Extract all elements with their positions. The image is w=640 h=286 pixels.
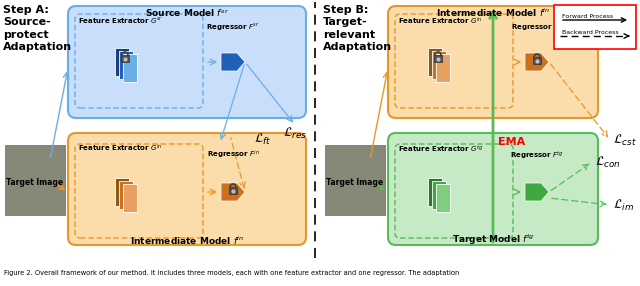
Bar [229,187,237,194]
Bar [119,181,133,209]
Text: $\mathcal{L}_{cst}$: $\mathcal{L}_{cst}$ [613,132,637,148]
Bar [119,51,133,79]
Text: Regressor $F^{in}$: Regressor $F^{in}$ [207,149,259,161]
Text: Step A:
Source-
protect
Adaptation: Step A: Source- protect Adaptation [3,5,72,52]
Bar [436,54,450,82]
FancyBboxPatch shape [325,145,385,215]
FancyBboxPatch shape [5,145,65,215]
FancyBboxPatch shape [554,5,636,49]
Text: Target Model $f^{tg}$: Target Model $f^{tg}$ [452,233,534,247]
Text: Figure 2. Overall framework of our method. It includes three models, each with o: Figure 2. Overall framework of our metho… [4,270,460,276]
Bar [121,55,129,62]
FancyBboxPatch shape [388,6,598,118]
Bar [115,48,129,76]
FancyBboxPatch shape [388,133,598,245]
Polygon shape [221,53,245,71]
Text: Regressor $F^{in}$: Regressor $F^{in}$ [511,22,563,34]
Bar [434,55,442,62]
Text: $\mathcal{L}_{ft}$: $\mathcal{L}_{ft}$ [254,132,272,147]
Text: Intermediate Model $f^{in}$: Intermediate Model $f^{in}$ [130,235,244,247]
Text: Feature Extractor $G^{sr}$: Feature Extractor $G^{sr}$ [78,16,163,26]
Text: Feature Extractor $G^{in}$: Feature Extractor $G^{in}$ [78,143,163,154]
Text: Target Image: Target Image [326,178,383,187]
FancyBboxPatch shape [68,6,306,118]
Polygon shape [525,53,549,71]
Bar [123,54,137,82]
Text: $\mathcal{L}_{con}$: $\mathcal{L}_{con}$ [595,154,621,170]
Text: Intermediate Model $f^{in}$: Intermediate Model $f^{in}$ [436,7,550,19]
Text: Feature Extractor $G^{in}$: Feature Extractor $G^{in}$ [398,16,483,27]
Bar [428,178,442,206]
Text: Regressor $F^{tg}$: Regressor $F^{tg}$ [510,149,564,161]
Text: Feature Extractor $G^{tg}$: Feature Extractor $G^{tg}$ [398,143,483,154]
FancyBboxPatch shape [68,133,306,245]
Text: Forward Process: Forward Process [562,14,613,19]
Bar [115,178,129,206]
Text: $\mathcal{L}_{res}$: $\mathcal{L}_{res}$ [283,126,307,141]
Bar [428,48,442,76]
Bar [432,181,446,209]
Bar [123,184,137,212]
Polygon shape [525,183,549,201]
Text: Backward Process: Backward Process [562,30,619,35]
Text: Step B:
Target-
relevant
Adaptation: Step B: Target- relevant Adaptation [323,5,392,52]
Text: Target Image: Target Image [6,178,63,187]
Polygon shape [221,183,245,201]
Text: Regressor $F^{sr}$: Regressor $F^{sr}$ [206,22,260,33]
Bar [436,184,450,212]
Text: $\mathcal{L}_{im}$: $\mathcal{L}_{im}$ [613,197,634,212]
Bar [533,57,541,64]
Text: Source Model $f^{sr}$: Source Model $f^{sr}$ [145,7,229,19]
Bar [432,51,446,79]
Text: EMA: EMA [498,137,525,147]
